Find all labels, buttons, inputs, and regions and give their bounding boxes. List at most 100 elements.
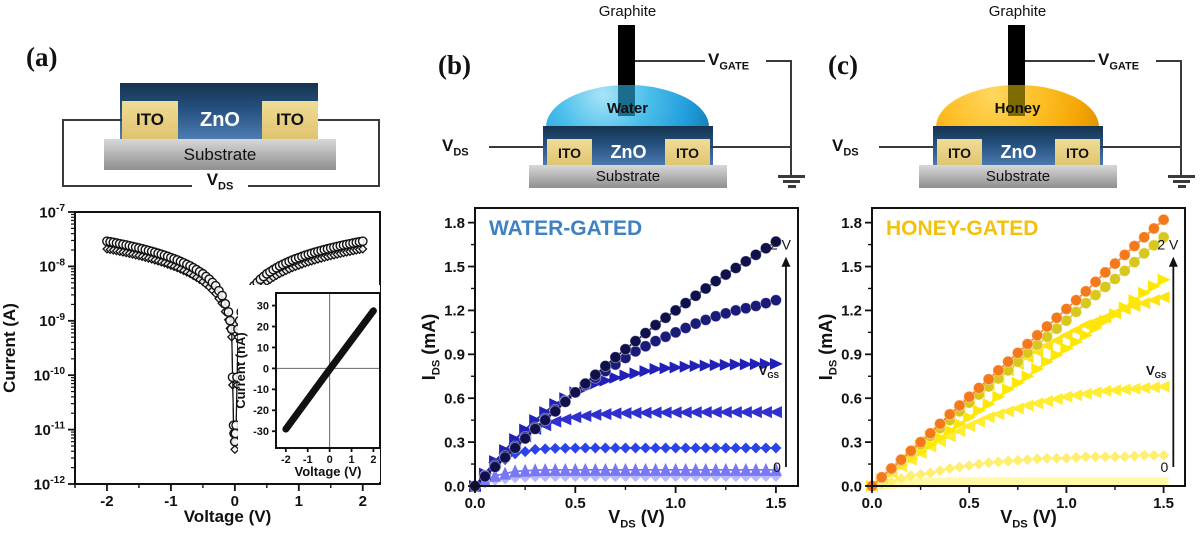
vds-sub: DS [218,180,234,193]
svg-text:1.5: 1.5 [444,259,465,276]
substrate-label: Substrate [985,168,1051,185]
svg-text:Voltage (V): Voltage (V) [295,464,362,479]
wire [710,146,791,148]
svg-text:10-11: 10-11 [34,421,65,439]
wire [378,119,380,187]
ito-label: ITO [947,144,972,161]
wire [1025,60,1095,62]
vgate-label: VGATE [1098,50,1139,72]
wire [766,60,792,62]
substrate-label: Substrate [183,144,257,164]
svg-text:VDS (V): VDS (V) [608,507,665,530]
vds-sub: DS [843,146,859,159]
svg-text:1.8: 1.8 [444,215,465,232]
svg-text:-1: -1 [164,493,177,510]
svg-text:0.9: 0.9 [841,347,862,364]
svg-text:IDS (mA): IDS (mA) [420,314,442,381]
svg-text:10-7: 10-7 [39,203,65,221]
svg-text:1.8: 1.8 [841,215,862,232]
svg-text:VGS: VGS [1146,363,1167,380]
svg-text:30: 30 [257,300,269,312]
svg-text:10: 10 [257,342,269,354]
wire [635,60,705,62]
svg-text:10-8: 10-8 [39,257,65,275]
water-gated-chart: 0.0 0.5 1.0 1.5 0.0 0.3 0.6 0.9 1.2 1.5 1.8 VDS (V)… [420,207,799,530]
ground-icon [1178,185,1186,188]
svg-text:0.0: 0.0 [841,478,862,495]
svg-text:-2: -2 [281,454,291,466]
ito-label: ITO [135,110,165,129]
svg-text:0.5: 0.5 [959,495,980,512]
ito-label: ITO [275,110,305,129]
svg-text:1.5: 1.5 [841,259,862,276]
ground-icon [778,175,805,178]
svg-text:-20: -20 [253,405,269,417]
ito-electrode-left: ITO [122,101,178,139]
ito-electrode-left: ITO [547,139,592,166]
zno-label: ZnO [178,101,262,139]
ground-icon [783,180,800,183]
ground-icon [788,185,796,188]
honey-gated-chart: 0.0 0.5 1.0 1.5 0.0 0.3 0.6 0.9 1.2 1.5 1.8 VDS (V)… [816,207,1186,530]
ito-electrode-left: ITO [937,139,982,166]
svg-text:0: 0 [327,454,333,466]
graphite-rod [1008,25,1025,87]
svg-text:0.6: 0.6 [841,390,862,407]
svg-text:1.0: 1.0 [1056,495,1077,512]
svg-text:0: 0 [263,363,269,375]
vds-main: V [206,170,219,189]
vds-label: VDS [832,136,859,158]
wire [248,185,380,187]
wire [1180,60,1182,175]
ito-label: ITO [1065,144,1090,161]
ito-label: ITO [675,144,700,161]
vds-label: VDS [442,136,469,158]
svg-text:0: 0 [1161,459,1169,475]
svg-text:1.5: 1.5 [766,495,787,512]
svg-text:0.9: 0.9 [444,347,465,364]
wire [318,119,380,121]
svg-text:Current (nA): Current (nA) [233,332,248,409]
ito-electrode-right: ITO [665,139,710,166]
panel-a-label: (a) [26,42,58,72]
vgate-main: V [708,50,720,69]
vgate-main: V [1098,50,1110,69]
vds-main: V [832,136,844,155]
vgate-sub: GATE [719,60,750,73]
vgate-sub: GATE [1109,60,1140,73]
ground-icon [1168,175,1195,178]
graphite-rod-tip [618,85,635,116]
ito-electrode-right: ITO [262,101,318,139]
svg-text:0.5: 0.5 [565,495,586,512]
svg-text:1.2: 1.2 [841,303,862,320]
svg-text:10-9: 10-9 [39,312,65,330]
svg-text:1: 1 [348,454,354,466]
wire [62,185,192,187]
substrate: Substrate [919,165,1117,188]
svg-text:10-10: 10-10 [34,366,66,384]
svg-text:20: 20 [257,321,269,333]
vds-label: VDS [192,170,248,192]
ground-icon [1173,180,1190,183]
zno-text: ZnO [200,108,240,131]
svg-text:HONEY-GATED: HONEY-GATED [886,217,1038,240]
honey-label: Honey [994,100,1041,117]
wire [62,119,122,121]
svg-text:Current (A): Current (A) [0,303,19,393]
graphite-label: Graphite [598,3,657,20]
svg-text:VDS (V): VDS (V) [1000,507,1057,530]
svg-text:2: 2 [370,454,376,466]
svg-text:-30: -30 [253,426,269,438]
ito-label: ITO [557,144,582,161]
svg-text:-10: -10 [253,384,269,396]
svg-text:VGS: VGS [759,363,780,380]
svg-text:0.0: 0.0 [444,478,465,495]
svg-text:2: 2 [359,493,367,510]
svg-text:0: 0 [231,493,239,510]
svg-text:0.0: 0.0 [465,495,486,512]
wire [1156,60,1182,62]
iv-curve-chart: -2 -1 0 1 2 10-7 10-8 10-9 10-10 10-11 10 -1 2 Voltag… [0,203,381,526]
svg-text:2 V: 2 V [770,237,792,253]
wire [62,119,64,187]
svg-text:2 V: 2 V [1157,237,1179,253]
